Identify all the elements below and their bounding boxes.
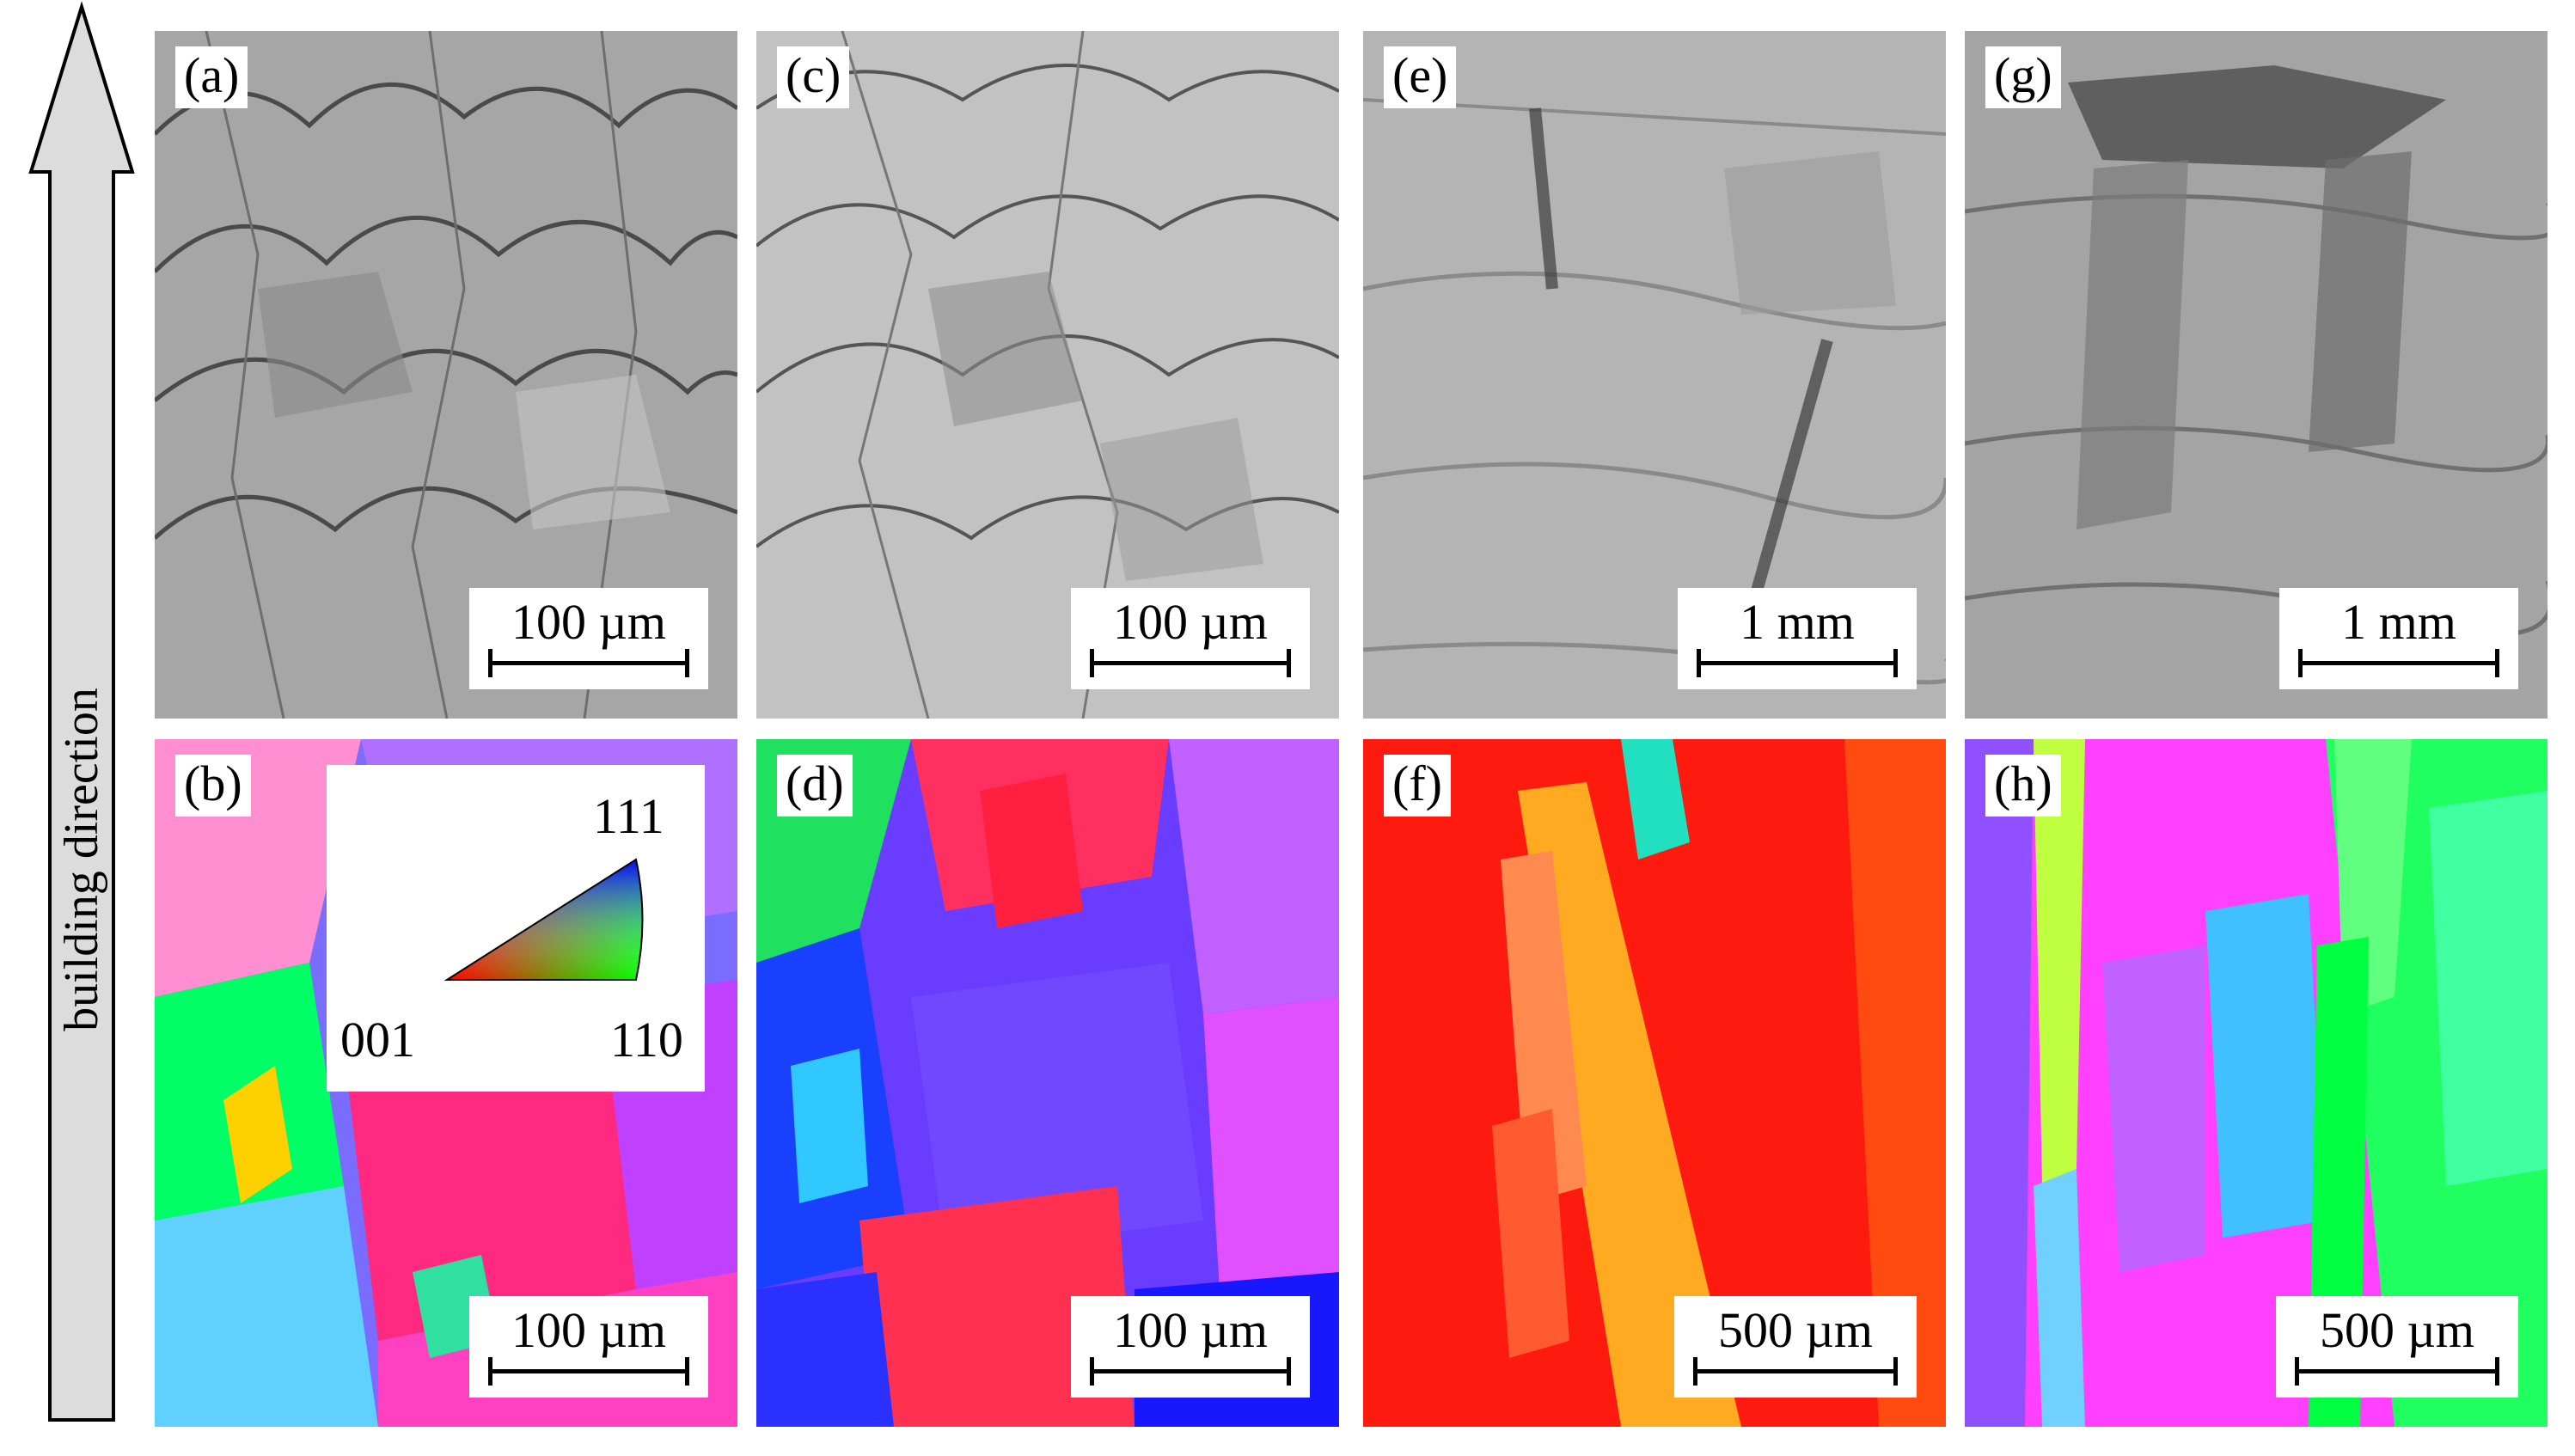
panel-label: (e) — [1384, 46, 1457, 108]
panel-label: (h) — [1985, 755, 2061, 817]
building-direction-label: building direction — [55, 688, 108, 1031]
ipf-triangle — [443, 858, 644, 981]
ipf-label-111: 111 — [593, 788, 664, 844]
panel-label: (b) — [175, 755, 251, 817]
scale-bar-text: 100 µm — [511, 1302, 667, 1358]
panel-h-ebsd-map: (h) 500 µm — [1965, 739, 2547, 1427]
arrow-shape — [28, 1, 135, 1422]
ipf-color-legend: 111 001 110 — [327, 765, 705, 1092]
scale-bar-text: 500 µm — [2319, 1302, 2475, 1358]
ipf-label-001: 001 — [340, 1012, 415, 1068]
panel-label: (f) — [1384, 755, 1451, 817]
scale-bar-line — [1090, 649, 1291, 677]
panel-g-micrograph: (g) 1 mm — [1965, 31, 2547, 719]
scale-bar-text: 100 µm — [1112, 594, 1269, 650]
scale-bar-line — [1090, 1357, 1291, 1386]
panel-b-ebsd-map: 111 001 110 (b) 100 µm — [155, 739, 737, 1427]
scale-bar-line — [2298, 649, 2499, 677]
panel-label: (g) — [1985, 46, 2061, 108]
scale-bar: 100 µm — [1071, 588, 1310, 689]
scale-bar-line — [1693, 1357, 1898, 1386]
panel-c-micrograph: (c) 100 µm — [756, 31, 1339, 719]
scale-bar: 100 µm — [469, 588, 708, 689]
scale-bar-text: 1 mm — [2341, 594, 2456, 650]
scale-bar-line — [488, 649, 689, 677]
scale-bar-line — [2295, 1357, 2499, 1386]
scale-bar-text: 500 µm — [1717, 1302, 1874, 1358]
panel-label: (c) — [777, 46, 850, 108]
panel-d-ebsd-map: (d) 100 µm — [756, 739, 1339, 1427]
scale-bar-text: 100 µm — [511, 594, 667, 650]
micrograph-image — [1965, 31, 2547, 719]
panel-label: (d) — [777, 755, 853, 817]
scale-bar: 500 µm — [2276, 1296, 2518, 1398]
scale-bar: 100 µm — [1071, 1296, 1310, 1398]
scale-bar: 100 µm — [469, 1296, 708, 1398]
panel-label: (a) — [175, 46, 248, 108]
ipf-label-110: 110 — [610, 1012, 683, 1068]
scale-bar: 1 mm — [1678, 588, 1917, 689]
scale-bar-text: 100 µm — [1112, 1302, 1269, 1358]
scale-bar-line — [488, 1357, 689, 1386]
panel-f-ebsd-map: (f) 500 µm — [1363, 739, 1946, 1427]
panel-e-micrograph: (e) 1 mm — [1363, 31, 1946, 719]
scale-bar-text: 1 mm — [1740, 594, 1855, 650]
panel-a-micrograph: (a) 100 µm — [155, 31, 737, 719]
scale-bar-line — [1697, 649, 1898, 677]
building-direction-arrow — [26, 0, 138, 1427]
scale-bar: 500 µm — [1674, 1296, 1917, 1398]
scale-bar: 1 mm — [2279, 588, 2518, 689]
